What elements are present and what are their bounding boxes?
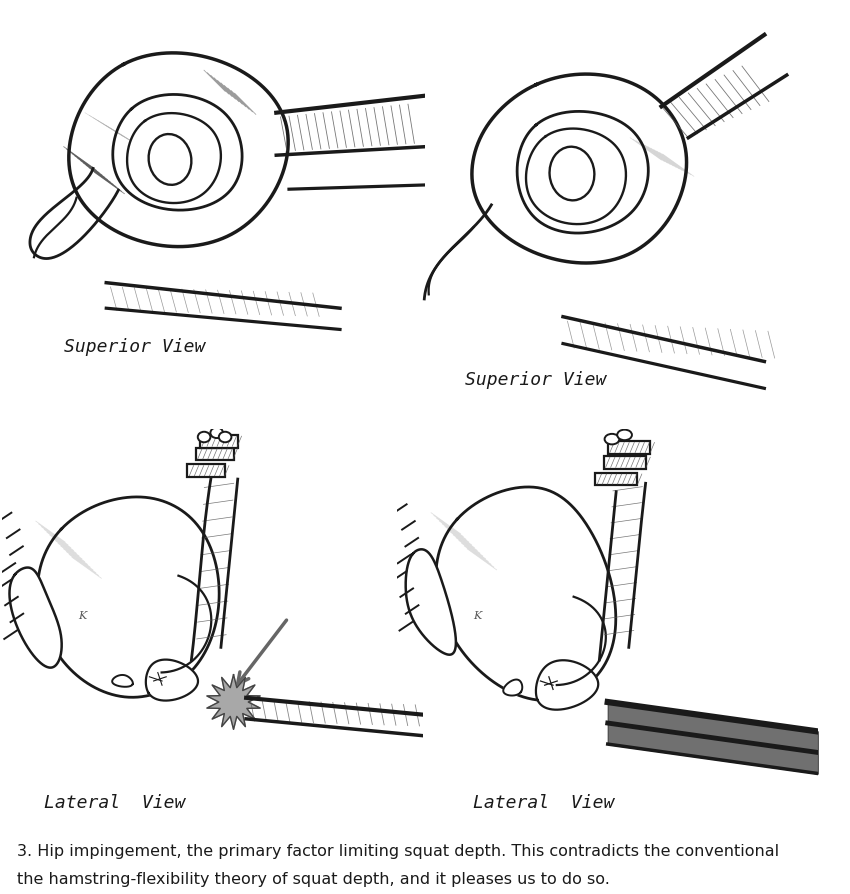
Polygon shape [37, 497, 219, 697]
Polygon shape [9, 568, 62, 668]
Text: 3. Hip impingement, the primary factor limiting squat depth. This contradicts th: 3. Hip impingement, the primary factor l… [17, 843, 779, 857]
Polygon shape [436, 487, 615, 701]
Polygon shape [503, 679, 522, 696]
Text: the hamstring-flexibility theory of squat depth, and it pleases us to do so.: the hamstring-flexibility theory of squa… [17, 872, 609, 886]
Polygon shape [128, 114, 221, 204]
Polygon shape [472, 75, 687, 264]
Ellipse shape [617, 430, 632, 441]
Polygon shape [595, 473, 638, 485]
Polygon shape [69, 54, 288, 248]
Text: Lateral  View: Lateral View [44, 793, 185, 811]
Polygon shape [196, 448, 234, 460]
Polygon shape [536, 661, 598, 710]
Ellipse shape [604, 434, 620, 445]
Polygon shape [526, 130, 626, 225]
Ellipse shape [211, 428, 223, 439]
Text: K: K [473, 611, 481, 620]
Ellipse shape [218, 433, 231, 443]
Text: K: K [78, 611, 86, 620]
Text: Lateral  View: Lateral View [473, 793, 615, 811]
Ellipse shape [198, 433, 211, 443]
Polygon shape [608, 442, 649, 454]
Text: Superior View: Superior View [64, 337, 205, 355]
Text: Superior View: Superior View [465, 370, 606, 388]
Polygon shape [405, 550, 456, 655]
Polygon shape [187, 465, 225, 477]
Polygon shape [146, 660, 198, 701]
Polygon shape [200, 435, 238, 448]
Polygon shape [604, 457, 646, 469]
Polygon shape [112, 675, 133, 687]
Polygon shape [207, 675, 260, 730]
